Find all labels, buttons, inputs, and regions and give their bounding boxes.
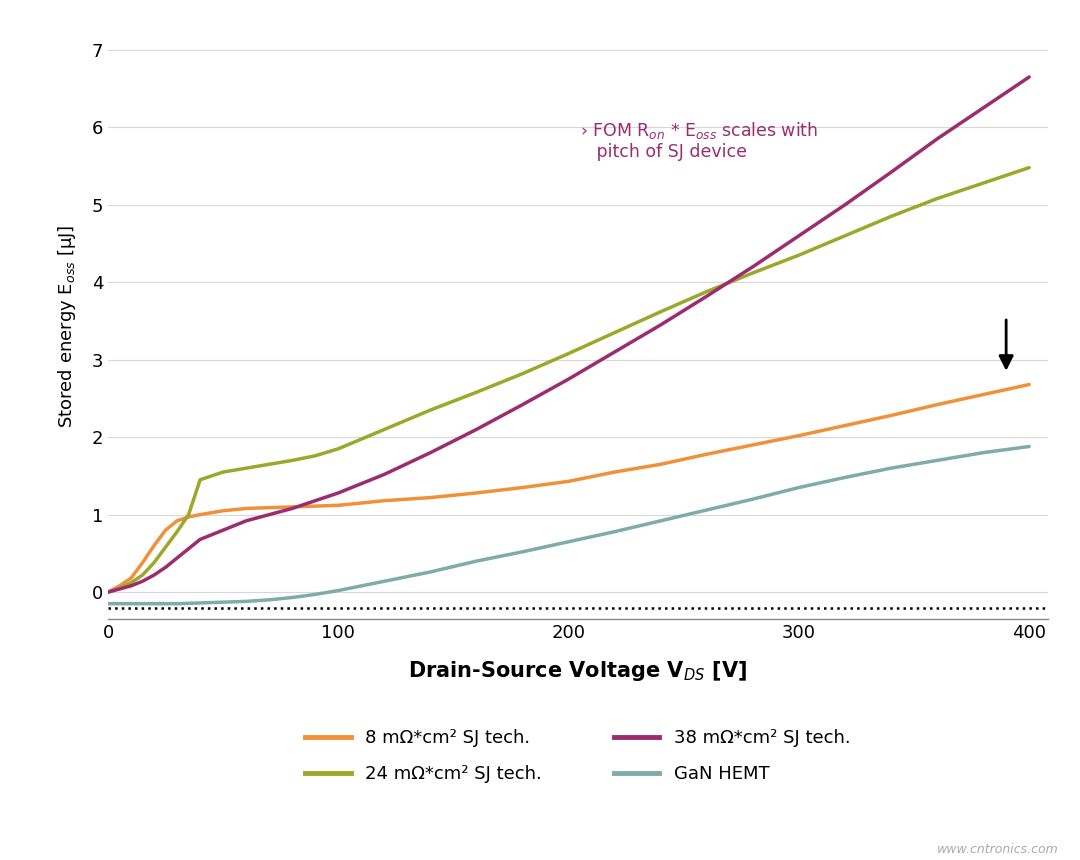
Y-axis label: Stored energy E$_{oss}$ [µJ]: Stored energy E$_{oss}$ [µJ]: [56, 225, 78, 428]
Text: www.cntronics.com: www.cntronics.com: [936, 843, 1058, 856]
Text: › FOM R$_{on}$ * E$_{oss}$ scales with
   pitch of SJ device: › FOM R$_{on}$ * E$_{oss}$ scales with p…: [580, 120, 819, 162]
Legend: 8 mΩ*cm² SJ tech., 24 mΩ*cm² SJ tech., 38 mΩ*cm² SJ tech., GaN HEMT: 8 mΩ*cm² SJ tech., 24 mΩ*cm² SJ tech., 3…: [298, 722, 858, 790]
X-axis label: Drain-Source Voltage V$_{DS}$ [V]: Drain-Source Voltage V$_{DS}$ [V]: [408, 659, 747, 683]
